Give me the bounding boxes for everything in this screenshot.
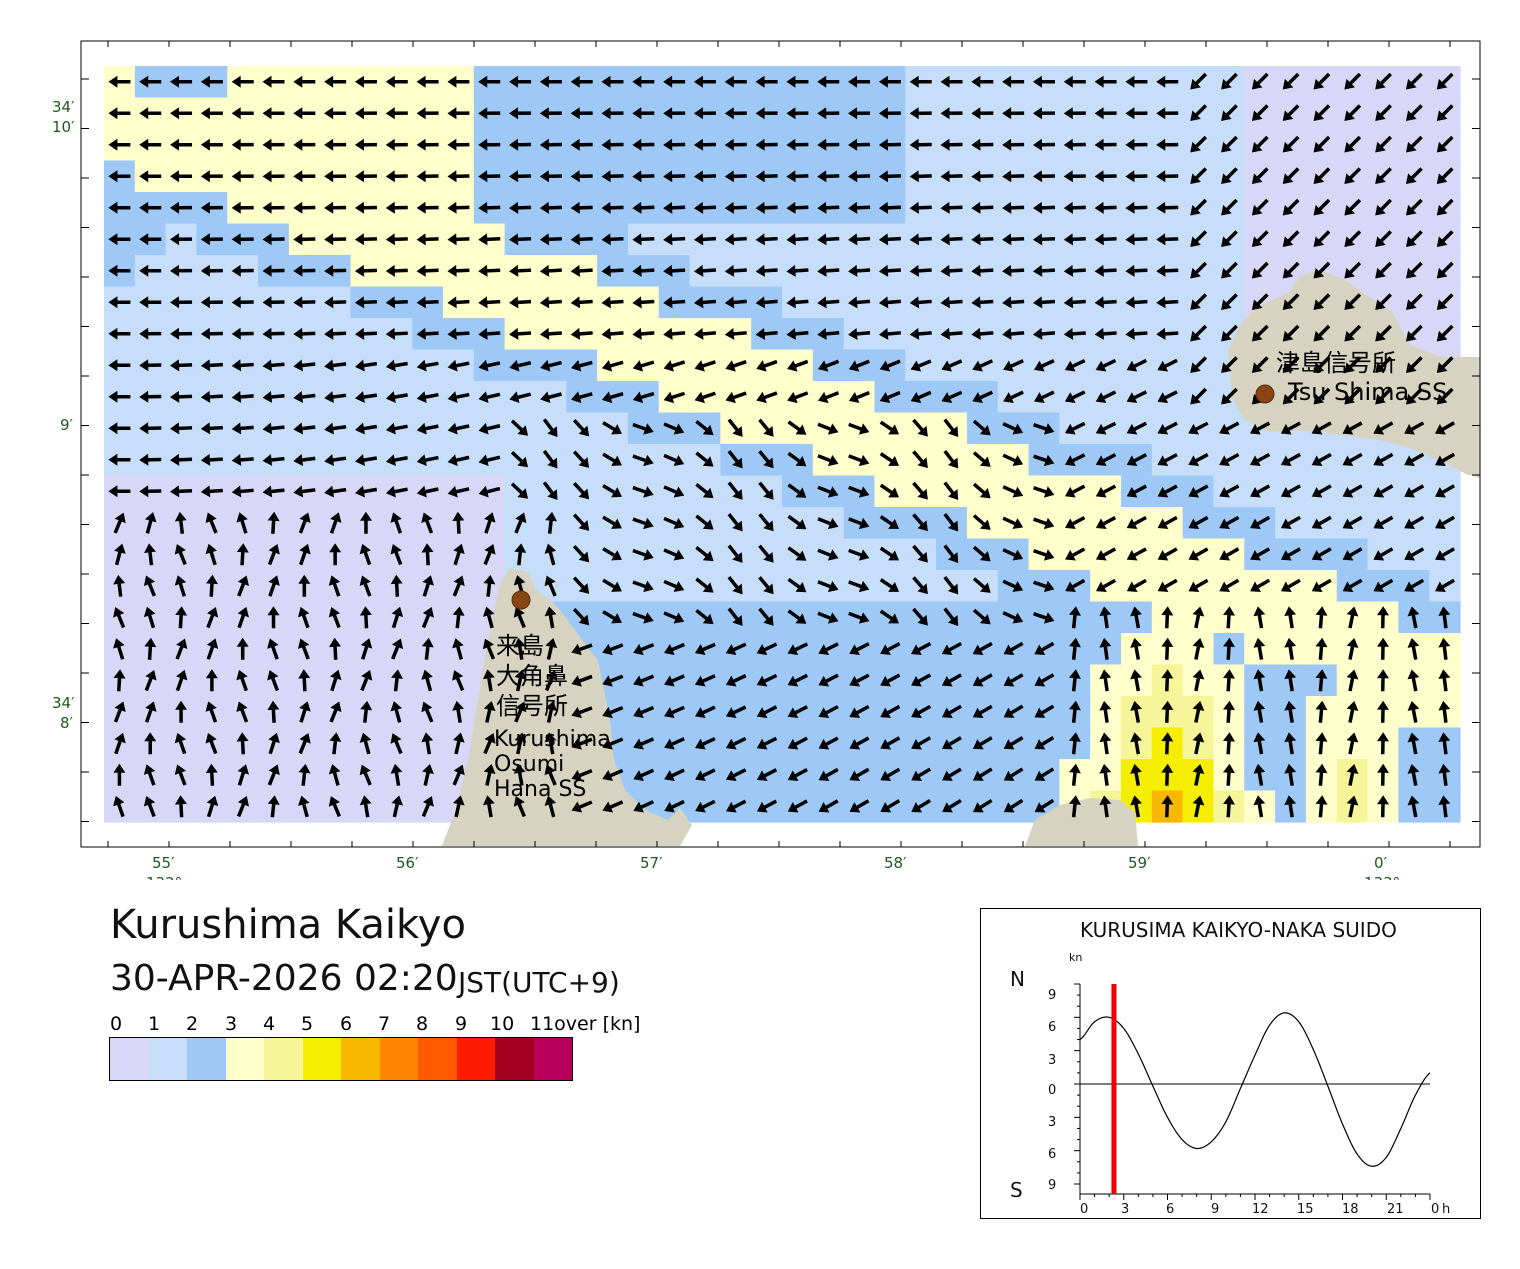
x-tick: 12 (1252, 1202, 1269, 1217)
legend-label: 7 (378, 1013, 391, 1035)
tidal-current-chart: KURUSIMA KAIKYO-NAKA SUIDO kn N S 9 6 3 … (980, 908, 1481, 1219)
legend-label: 3 (225, 1013, 238, 1035)
osumi-hana-label-jp-1: 来島 (496, 632, 544, 660)
lon-label-56: 56′ (396, 854, 419, 872)
x-tick: 18 (1342, 1202, 1359, 1217)
lon-label-0-min: 0′ (1374, 854, 1388, 872)
speed-color-legend (109, 1037, 573, 1081)
legend-swatch (495, 1038, 534, 1080)
lat-label-8-min: 8′ (60, 714, 74, 732)
y-tick: 9 (1048, 1178, 1056, 1193)
tide-unit-label: kn (1069, 951, 1082, 964)
lon-label-132-deg: 132° (146, 874, 182, 880)
legend-label: 6 (340, 1013, 353, 1035)
x-tick: 15 (1297, 1202, 1314, 1217)
legend-swatch (264, 1038, 303, 1080)
legend-swatch (302, 1038, 341, 1080)
x-tick: 6 (1166, 1202, 1174, 1217)
x-tick: 21 (1387, 1202, 1404, 1217)
current-time-marker (1111, 984, 1117, 1194)
datetime-label: 30-APR-2026 02:20 JST(UTC+9) (110, 958, 620, 999)
tsu-shima-station-marker (1255, 384, 1275, 404)
lat-label-9-min: 9′ (60, 416, 74, 434)
legend-label: 2 (186, 1013, 199, 1035)
x-tick: 9 (1211, 1202, 1219, 1217)
x-tick: 3 (1121, 1202, 1129, 1217)
legend-swatch (148, 1038, 187, 1080)
osumi-hana-label-jp-2: 大角鼻 (496, 662, 568, 690)
osumi-hana-label-en-2: Osumi (494, 752, 564, 777)
osumi-hana-station-marker (511, 590, 531, 610)
x-unit: h (1442, 1202, 1450, 1217)
lon-label-57: 57′ (640, 854, 663, 872)
legend-label: 11over [kn] (530, 1013, 641, 1035)
legend-label: 4 (263, 1013, 276, 1035)
tsu-shima-label-jp: 津島信号所 (1276, 349, 1396, 377)
legend-label: 1 (148, 1013, 161, 1035)
tide-chart-title: KURUSIMA KAIKYO-NAKA SUIDO (1080, 918, 1397, 942)
lon-label-133-deg: 133° (1364, 874, 1400, 880)
x-tick: 0 (1431, 1202, 1439, 1217)
legend-labels: 0 1 2 3 4 5 6 7 8 9 10 11over [kn] (110, 1013, 670, 1037)
legend-label: 9 (455, 1013, 468, 1035)
legend-swatch (418, 1038, 457, 1080)
lon-label-59: 59′ (1128, 854, 1151, 872)
y-tick: 9 (1048, 988, 1056, 1003)
current-map: 津島信号所 Tsu Shima SS 来島 大角鼻 信号所 Kurushima … (52, 40, 1481, 880)
tsu-shima-label-en: Tsu Shima SS (1287, 378, 1447, 406)
tide-south-label: S (1010, 1178, 1023, 1202)
osumi-hana-label-jp-3: 信号所 (496, 692, 568, 720)
legend-label: 5 (301, 1013, 314, 1035)
legend-swatch (341, 1038, 380, 1080)
legend-swatch (187, 1038, 226, 1080)
legend-label: 8 (416, 1013, 429, 1035)
legend-label: 0 (110, 1013, 123, 1035)
y-tick: 6 (1048, 1147, 1056, 1162)
y-tick: 0 (1048, 1083, 1056, 1098)
map-title: Kurushima Kaikyo (110, 902, 466, 948)
y-tick: 3 (1048, 1053, 1056, 1068)
tide-north-label: N (1010, 967, 1025, 991)
legend-swatch (225, 1038, 264, 1080)
y-tick: 6 (1048, 1020, 1056, 1035)
timezone-label: JST(UTC+9) (458, 966, 620, 999)
lat-label-10-deg: 34′ (52, 98, 75, 116)
legend-swatch (379, 1038, 418, 1080)
datetime-value: 30-APR-2026 02:20 (110, 958, 458, 999)
x-tick: 0 (1080, 1202, 1088, 1217)
lon-label-58: 58′ (884, 854, 907, 872)
lat-label-8-deg: 34′ (52, 694, 75, 712)
legend-swatch (110, 1038, 149, 1080)
lon-label-55-min: 55′ (152, 854, 175, 872)
legend-swatch (456, 1038, 495, 1080)
legend-swatch (533, 1038, 572, 1080)
osumi-hana-label-en-3: Hana SS (494, 777, 586, 802)
legend-label: 10 (490, 1013, 515, 1035)
y-tick: 3 (1048, 1115, 1056, 1130)
lat-label-10-min: 10′ (52, 118, 75, 136)
osumi-hana-label-en-1: Kurushima (494, 727, 611, 752)
